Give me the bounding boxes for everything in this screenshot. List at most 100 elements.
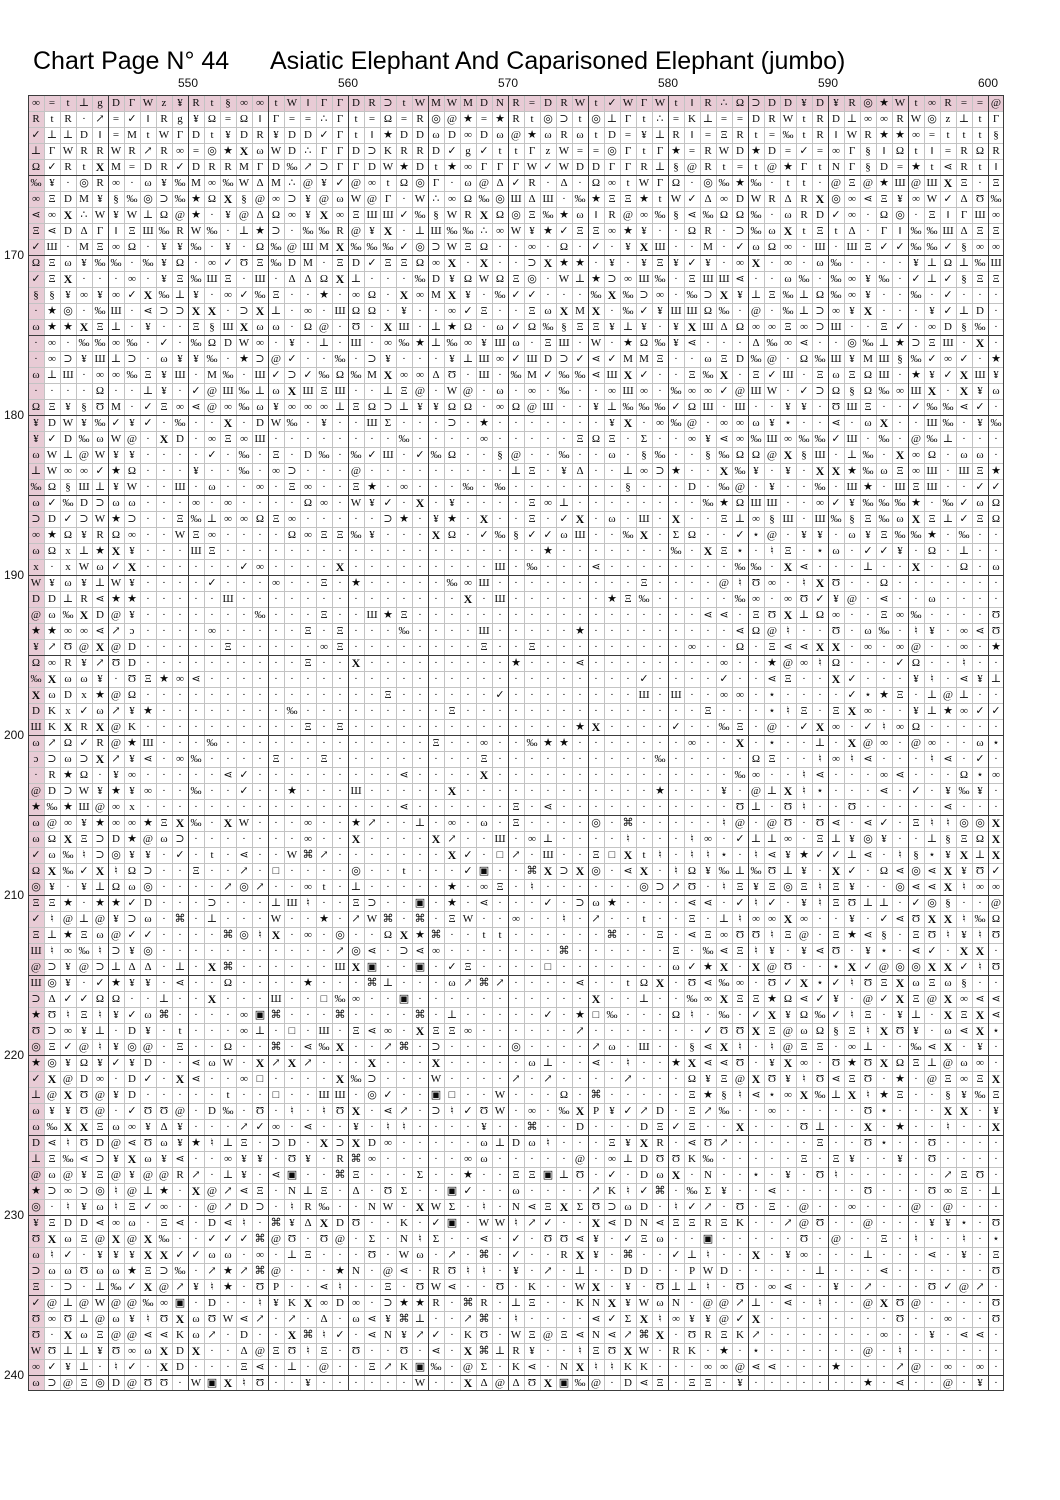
chart-cell: · [434,721,438,733]
chart-cell: ✓ [271,369,281,381]
chart-cell: · [402,449,406,461]
chart-cell: D [128,1025,136,1037]
chart-cell: · [418,513,422,525]
chart-cell: · [898,929,902,941]
chart-cell: ⊥ [414,817,426,829]
chart-cell: ⋆ [992,1233,1000,1245]
chart-cell: Ξ [528,209,536,221]
chart-cell: · [514,1089,518,1101]
chart-cell: Ω [31,257,41,269]
chart-cell: · [706,417,710,429]
chart-cell: · [738,1169,742,1181]
chart-cell: · [450,689,454,701]
chart-cell: ∞ [768,913,776,925]
chart-cell: · [690,513,694,525]
chart-cell: ∞ [304,305,312,317]
chart-cell: · [946,449,950,461]
chart-cell: @ [206,401,218,413]
chart-cell: · [610,1025,614,1037]
chart-cell: D [720,1265,728,1277]
chart-cell: g [177,113,183,125]
chart-cell: · [498,817,502,829]
chart-cell: ω [624,1201,632,1213]
chart-cell: · [226,1009,230,1021]
chart-cell: ⊥ [974,849,986,861]
chart-cell: ∞ [384,1137,392,1149]
chart-cell: · [834,769,838,781]
chart-cell: z [945,113,951,125]
chart-cell: · [818,561,822,573]
chart-cell: R [960,145,968,157]
chart-cell: ‰ [622,529,634,541]
chart-cell: Ξ [992,273,1000,285]
chart-cell: ⋖ [271,1169,281,1181]
chart-cell: ‰ [366,241,378,253]
chart-cell: z [161,97,167,109]
chart-cell: ✓ [847,689,857,701]
chart-cell: ▣ [702,1233,714,1245]
chart-cell: · [562,1185,566,1197]
chart-cell: ⊃ [367,897,377,909]
chart-cell: X [959,368,969,382]
chart-cell: · [450,593,454,605]
chart-cell: · [386,1217,390,1229]
chart-cell: ★ [111,465,121,477]
chart-cell: ⌘ [350,1153,362,1165]
chart-cell: · [274,881,278,893]
chart-cell: · [450,1233,454,1245]
chart-cell: Ш [174,481,186,493]
chart-cell: · [562,433,566,445]
chart-cell: @ [718,1313,730,1325]
chart-cell: · [514,1025,518,1037]
chart-cell: § [961,241,967,253]
chart-cell: ⊃ [207,897,217,909]
chart-cell: · [978,897,982,909]
chart-cell: · [354,545,358,557]
chart-cell: ¥ [289,1217,295,1229]
chart-cell: ⊃ [127,353,137,365]
chart-cell: · [770,209,774,221]
chart-cell: ✓ [511,321,521,333]
chart-cell: · [242,977,246,989]
chart-cell: ↗ [111,625,121,637]
chart-cell: ∞ [608,225,616,237]
chart-cell: Ξ [816,225,824,237]
chart-cell: · [402,1073,406,1085]
chart-cell: ⊃ [607,273,617,285]
chart-cell: · [626,753,630,765]
chart-cell: · [418,993,422,1005]
chart-cell: Γ [128,97,136,109]
chart-cell: @ [686,161,698,173]
chart-cell: ‰ [926,241,938,253]
chart-cell: · [258,833,262,845]
chart-cell: ‰ [190,513,202,525]
chart-cell: Ш [366,417,378,429]
chart-cell: ω [496,129,504,141]
chart-cell: ¥ [801,529,807,541]
chart-cell: ♮ [834,1169,838,1181]
chart-cell: · [402,897,406,909]
chart-cell: · [594,1025,598,1037]
chart-cell: ◎ [975,817,985,829]
chart-cell: · [658,801,662,813]
chart-cell: · [402,753,406,765]
chart-cell: ⊃ [431,1041,441,1053]
chart-cell: ⊥ [30,1089,42,1101]
chart-cell: · [994,721,998,733]
chart-cell: Ξ [800,1041,808,1053]
chart-cell: · [914,801,918,813]
chart-cell: · [178,1185,182,1197]
chart-cell: · [738,609,742,621]
chart-row: ✓ X @ D ∞ · D ✓ · X ⋖ · · ∞ □ · · · · X ‰ ⊃ · · · W · · · · ↗ · ↗ · · · · ↗ · ·… [28,1071,1004,1087]
chart-cell: Ω [31,401,41,413]
chart-cell: · [706,785,710,797]
chart-cell: ¥ [849,1153,855,1165]
chart-cell: ‖ [594,209,598,221]
chart-cell: ¥ [129,417,135,429]
chart-cell: ¥ [977,385,983,397]
chart-cell: ♮ [50,945,54,957]
chart-cell: X [319,1136,329,1150]
chart-cell: ⊥ [78,1313,90,1325]
